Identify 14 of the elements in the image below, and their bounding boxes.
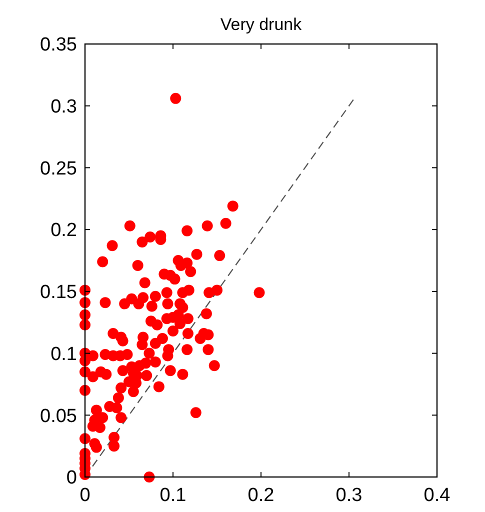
y-tick-label: 0.15 — [40, 282, 77, 304]
y-tick-label: 0.25 — [40, 158, 77, 180]
y-tick-label: 0.3 — [50, 96, 77, 118]
y-tick-label: 0.05 — [40, 406, 77, 427]
x-tick-label: 0.4 — [424, 485, 451, 506]
y-tick-label: 0.1 — [50, 344, 77, 365]
x-tick-label: 0.2 — [248, 485, 274, 506]
y-tick-label: 0.2 — [50, 220, 77, 242]
x-tick-label: 0 — [80, 485, 90, 506]
y-tick-label: 0.35 — [40, 34, 77, 56]
x-tick-label: 0.1 — [160, 485, 186, 506]
x-tick-label: 0.3 — [336, 485, 362, 506]
y-tick-label: 0 — [66, 468, 77, 489]
chart-title: Very drunk — [220, 15, 302, 34]
